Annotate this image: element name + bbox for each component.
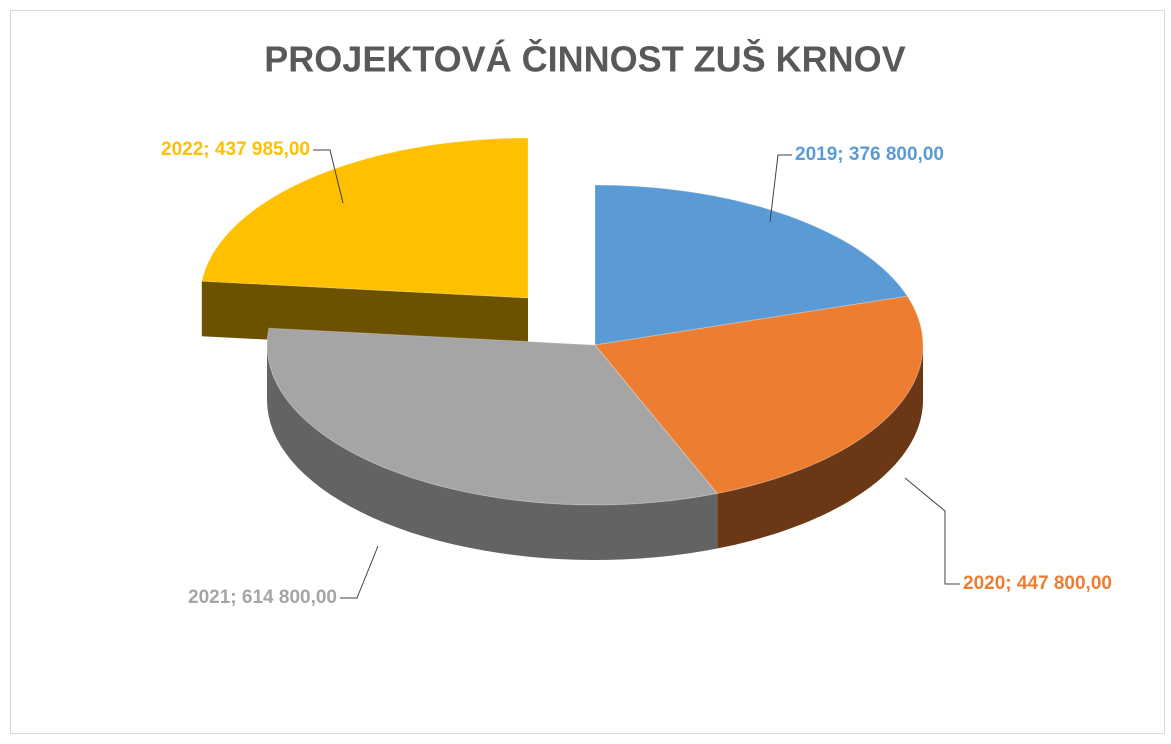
leader-line bbox=[904, 477, 960, 585]
data-label: 2020; 447 800,00 bbox=[963, 573, 1112, 594]
chart-title: PROJEKTOVÁ ČINNOST ZUŠ KRNOV bbox=[264, 38, 905, 80]
leader-line bbox=[769, 154, 792, 223]
slice bbox=[201, 137, 529, 299]
data-label: 2022; 437 985,00 bbox=[161, 139, 310, 160]
slice-side bbox=[267, 345, 718, 560]
slice bbox=[266, 327, 719, 506]
slice-side bbox=[717, 345, 923, 549]
slice bbox=[594, 184, 909, 346]
slice bbox=[594, 295, 924, 495]
leader-line bbox=[313, 149, 344, 204]
data-label: 2021; 614 800,00 bbox=[188, 587, 337, 608]
leader-line bbox=[340, 545, 379, 599]
data-label: 2019; 376 800,00 bbox=[795, 144, 944, 165]
